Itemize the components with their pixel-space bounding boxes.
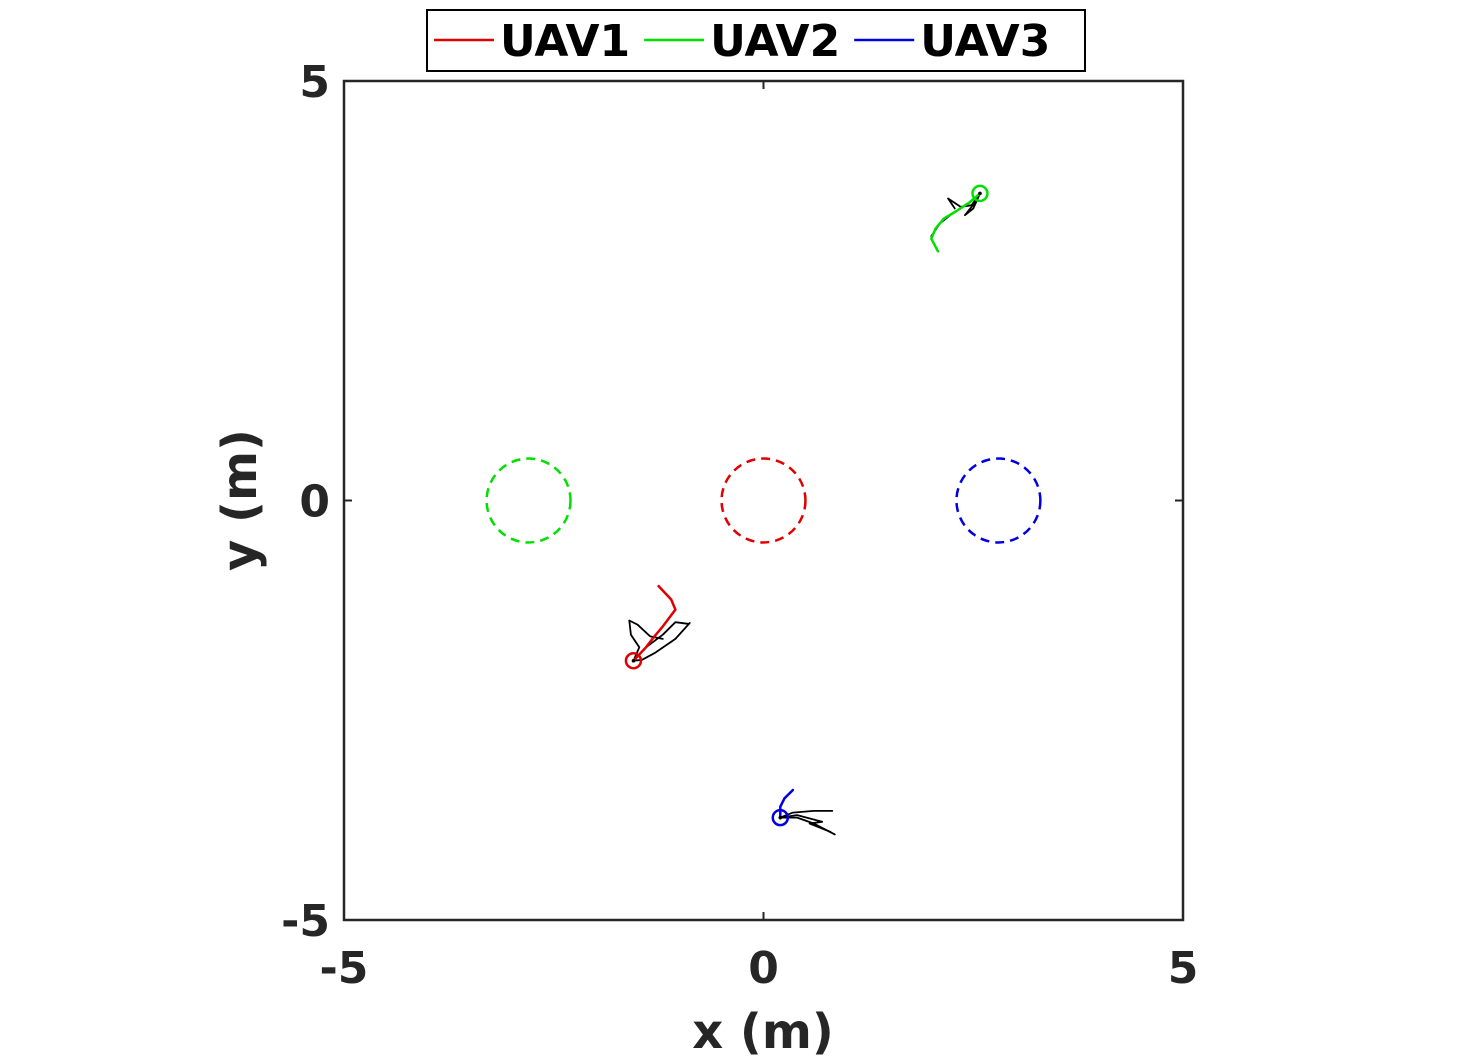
path-uav1 xyxy=(632,584,677,662)
aux-trace-2 xyxy=(628,619,664,662)
plot-background xyxy=(344,81,1183,920)
legend-label-uav1: UAV1 xyxy=(500,16,630,67)
uav-current-markers xyxy=(624,184,989,827)
marker-dot-uav2 xyxy=(978,191,982,196)
y-tick-label-1: 0 xyxy=(299,477,330,528)
marker-uav3 xyxy=(771,808,790,827)
aux-trace-1 xyxy=(632,622,691,662)
aux-trace-8 xyxy=(779,814,832,833)
axis-tick-labels: -5 0 5 -5 0 5 xyxy=(281,57,1198,994)
x-tick-label-1: 0 xyxy=(748,943,779,994)
x-tick-label-0: -5 xyxy=(320,943,369,994)
uav-paths xyxy=(632,192,982,819)
axis-ticks xyxy=(343,80,1184,921)
marker-dot-uav1 xyxy=(631,658,636,663)
x-tick-label-2: 5 xyxy=(1168,943,1199,994)
marker-uav1 xyxy=(624,651,643,670)
y-axis-label: y (m) xyxy=(212,429,268,571)
y-tick-label-0: -5 xyxy=(281,896,330,947)
legend: UAV1 UAV2 UAV3 xyxy=(426,9,1086,72)
goal-circle-uav3 xyxy=(955,457,1042,544)
path-uav2 xyxy=(930,192,982,253)
y-tick-label-2: 5 xyxy=(299,57,330,108)
x-axis-label: x (m) xyxy=(692,1004,834,1060)
goal-circles xyxy=(485,457,1042,544)
legend-label-uav3: UAV3 xyxy=(920,16,1050,67)
goal-circle-uav1 xyxy=(720,457,807,544)
marker-uav2 xyxy=(971,184,989,203)
goal-circle-uav2 xyxy=(485,457,572,544)
legend-box xyxy=(426,9,1086,72)
legend-label-uav2: UAV2 xyxy=(710,16,840,67)
marker-dot-uav3 xyxy=(778,815,783,820)
path-uav3 xyxy=(779,788,795,819)
